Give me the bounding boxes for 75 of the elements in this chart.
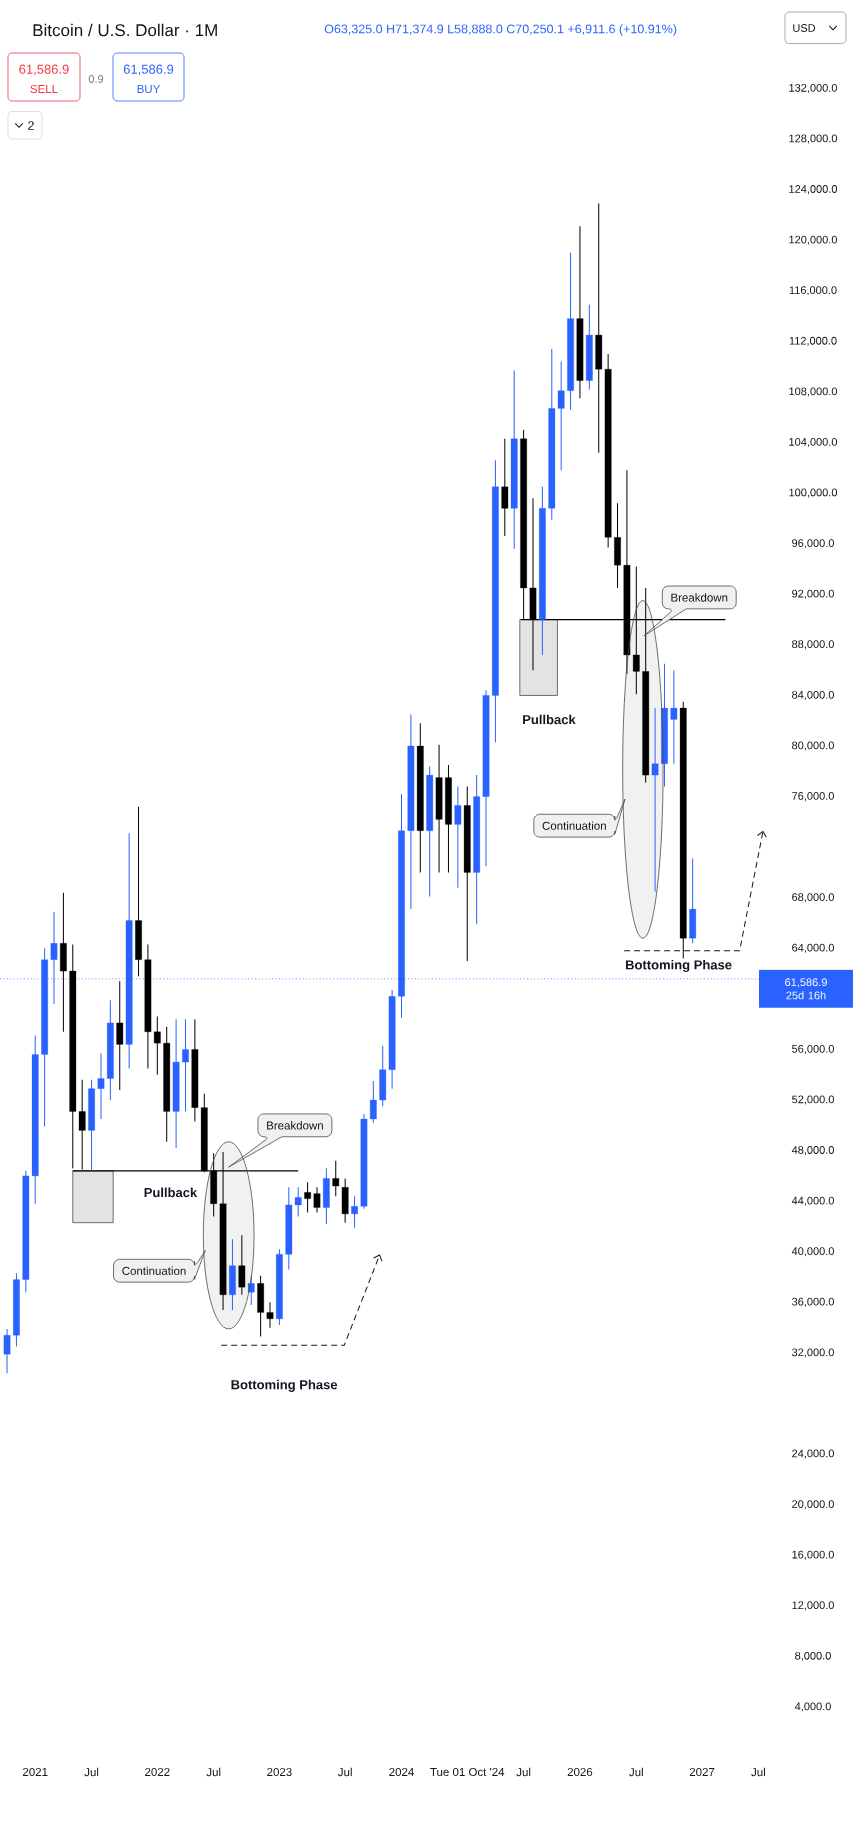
annotation: Continuation <box>122 1266 186 1275</box>
x-tick-label: Jul <box>84 1767 99 1777</box>
y-tick-label: 12,000.0 <box>792 1601 834 1611</box>
text: 0.9 <box>88 75 104 83</box>
y-tick-label: 96,000.0 <box>792 539 834 549</box>
x-tick-label: Jul <box>629 1767 643 1777</box>
chart-title: Bitcoin / U.S. Dollar · 1M <box>33 23 217 37</box>
y-tick-label: 20,000.0 <box>792 1500 834 1510</box>
annotation: Bottoming Phase <box>231 1379 338 1392</box>
x-tick-label: Jul <box>206 1767 221 1777</box>
text: USD <box>793 24 816 32</box>
annotation: Pullback <box>523 714 576 725</box>
x-tick-label: Jul <box>516 1767 531 1777</box>
candlestick <box>501 438 509 537</box>
y-tick-label: 40,000.0 <box>791 1247 834 1257</box>
y-tick-label: 88,000.0 <box>792 640 834 650</box>
y-tick-label: 4,000.0 <box>794 1702 831 1712</box>
y-tick-label: 112,000.0 <box>789 336 837 346</box>
x-tick-label: 2026 <box>567 1767 593 1777</box>
y-tick-label: 132,000.0 <box>789 83 838 94</box>
annotation: 2 <box>28 121 34 130</box>
y-tick-label: 44,000.0 <box>791 1196 834 1206</box>
y-tick-label: 48,000.0 <box>791 1146 834 1156</box>
candlestick <box>182 1018 189 1112</box>
y-tick-label: 68,000.0 <box>792 893 834 903</box>
y-tick-label: 52,000.0 <box>792 1095 834 1105</box>
y-tick-label: 24,000.0 <box>792 1449 834 1459</box>
x-tick-label: Jul <box>337 1767 352 1777</box>
x-tick-label: 2022 <box>145 1767 170 1777</box>
ref-line-label: 61,586.9 25d 16h <box>785 978 827 1000</box>
annotation: BUY <box>137 84 161 93</box>
candlestick <box>3 1328 11 1374</box>
y-tick-label: 80,000.0 <box>792 741 834 751</box>
x-tick-label: 2027 <box>689 1767 715 1777</box>
y-tick-label: 124,000.0 <box>789 185 838 195</box>
x-tick-label: Jul <box>751 1767 765 1777</box>
y-tick-label: 84,000.0 <box>792 690 834 700</box>
candlestick <box>332 1160 340 1197</box>
x-tick-label: 2023 <box>267 1767 292 1777</box>
y-tick-label: 64,000.0 <box>792 943 834 953</box>
candlestick <box>266 1301 274 1329</box>
y-tick-label: 92,000.0 <box>792 589 834 599</box>
x-tick-label: 2021 <box>23 1767 48 1777</box>
x-tick-label: 2024 <box>389 1767 414 1777</box>
annotation: Continuation <box>542 821 606 830</box>
candlestick <box>351 1195 358 1229</box>
y-tick-label: 36,000.0 <box>792 1297 834 1307</box>
y-tick-label: 120,000.0 <box>789 235 838 245</box>
y-tick-label: 100,000.0 <box>789 488 838 498</box>
annotation: Bottoming Phase <box>625 959 732 973</box>
candlestick <box>313 1186 321 1214</box>
annotation: SELL <box>30 84 58 94</box>
y-tick-label: 108,000.0 <box>789 387 838 397</box>
annotation: Breakdown <box>267 1121 323 1130</box>
candlestick <box>304 1181 311 1214</box>
x-tick-label: Tue 01 Oct '24 <box>430 1767 505 1777</box>
candlestick <box>116 980 124 1091</box>
text: 61,586.9 <box>19 64 69 76</box>
chart-subtitle: O63,325.0 H71,374.9 L58,888.0 C70,250.1 +6,911.6 (+10.91%) <box>324 24 677 36</box>
y-tick-label: 32,000.0 <box>792 1348 834 1358</box>
y-tick-label: 16,000.0 <box>792 1550 834 1560</box>
candlestick <box>454 785 462 889</box>
annotation: Pullback <box>144 1187 198 1198</box>
text: 61,586.9 <box>123 64 174 76</box>
annotation: Breakdown <box>671 593 728 602</box>
y-tick-label: 116,000.0 <box>789 286 837 296</box>
y-tick-label: 56,000.0 <box>792 1044 834 1055</box>
y-tick-label: 76,000.0 <box>792 792 834 802</box>
candlestick <box>97 1052 105 1120</box>
y-tick-label: 104,000.0 <box>789 438 838 448</box>
y-tick-label: 8,000.0 <box>795 1651 831 1661</box>
candlestick <box>238 1234 246 1296</box>
candlestick <box>670 669 678 765</box>
y-tick-label: 128,000.0 <box>789 134 838 144</box>
candlestick <box>651 707 659 892</box>
